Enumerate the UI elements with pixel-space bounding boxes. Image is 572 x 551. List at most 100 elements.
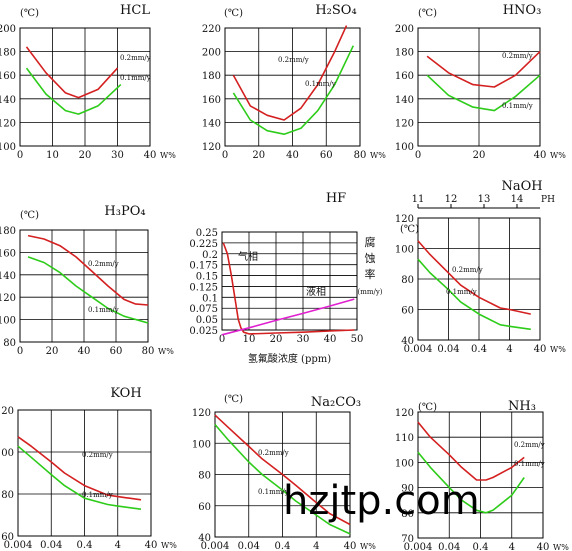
y-tick-label: 200 <box>202 48 221 59</box>
x-axis-unit: W% <box>161 541 177 550</box>
series-line <box>27 256 149 324</box>
x-tick-label: 20 <box>270 334 283 345</box>
y-tick-label: 160 <box>0 71 16 82</box>
series-label: 0.2mm/y <box>120 54 151 62</box>
x-tick-label: 40 <box>144 150 157 161</box>
y-tick-label: 80 <box>401 275 414 286</box>
y-tick-label: 70 <box>401 534 414 545</box>
y-axis-unit: 腐 <box>365 235 376 249</box>
x-tick-label: 0 <box>219 334 225 345</box>
panel-5: 0.004 0.04 0.4 4 40 40 60 80 100 120 W% (℃) NaOH 11 12… <box>395 179 566 355</box>
y-tick-label: 100 <box>0 142 16 153</box>
x-tick-label: 40 <box>534 344 547 355</box>
x-tick-label: 0.04 <box>437 344 459 355</box>
y-tick-label: 80 <box>3 338 16 349</box>
y-axis-unit: (℃) <box>20 8 39 19</box>
y-tick-label: 80 <box>1 490 14 501</box>
y-tick-label: 0.025 <box>189 326 218 337</box>
series-label: 液相 <box>306 285 326 298</box>
top-tick-label: 12 <box>445 194 458 205</box>
top-tick-label: 11 <box>412 194 425 205</box>
series-line <box>221 298 355 336</box>
series-label: 0.2mm/y <box>88 260 119 268</box>
x-tick-label: 0 <box>222 150 228 161</box>
panel-2: 0 20 40 100 120 140 160 180 200 W% (℃) HNO₃ 0.2mm/y 0… <box>395 3 566 161</box>
x-tick-label: 40 <box>78 346 91 357</box>
y-tick-label: 0.225 <box>189 239 218 250</box>
y-tick-label: 100 <box>395 245 414 256</box>
x-tick-label: 0.004 <box>201 541 230 551</box>
y-tick-label: 120 <box>395 118 414 129</box>
series-line <box>27 234 149 306</box>
series-label: 气相 <box>238 250 258 263</box>
x-axis-unit: 氢氟酸浓度 (ppm) <box>248 352 331 365</box>
x-tick-label: 10 <box>243 334 256 345</box>
y-axis-unit: (℃) <box>224 8 243 19</box>
series-line <box>222 242 355 335</box>
panel-4: 0 10 20 30 40 50 0.0250.050.0750.10.1250.150.1… <box>189 191 382 365</box>
y-tick-label: 100 <box>395 142 414 153</box>
series-line <box>17 445 142 510</box>
series-label: 0.2mm/y <box>258 449 289 457</box>
y-tick-label: 140 <box>395 95 414 106</box>
y-tick-label: 100 <box>192 439 211 450</box>
y-tick-label: 110 <box>395 433 414 444</box>
x-tick-label: 0.04 <box>40 540 62 551</box>
y-tick-label: 100 <box>395 458 414 469</box>
y-tick-label: 0.075 <box>189 304 218 315</box>
y-tick-label: 60 <box>1 532 14 543</box>
y-tick-label: 120 <box>0 406 14 417</box>
series-label: 0.1mm/y <box>446 288 477 296</box>
x-tick-label: 40 <box>534 150 547 161</box>
y-tick-label: 160 <box>202 95 221 106</box>
x-tick-label: 0.04 <box>238 541 260 551</box>
x-tick-label: 0 <box>415 150 421 161</box>
series-line <box>17 436 142 501</box>
x-tick-label: 40 <box>145 540 158 551</box>
x-tick-label: 40 <box>537 542 550 551</box>
x-tick-label: 0.004 <box>404 542 433 551</box>
x-tick-label: 30 <box>111 150 124 161</box>
series-label: 0.2mm/y <box>502 52 533 60</box>
x-tick-label: 4 <box>506 344 512 355</box>
y-tick-label: 140 <box>0 95 16 106</box>
panel-7: 0.004 0.04 0.4 4 40 40 60 80 100 120 W% (℃) Na₂CO₃ 0.… <box>192 394 376 551</box>
x-tick-label: 0.004 <box>4 540 33 551</box>
x-tick-label: 40 <box>344 541 357 551</box>
y-axis-unit: 蚀 <box>365 251 376 265</box>
panel-3: 0 20 40 60 80 80 100 120 140 160 180 W% (℃) H₃PO₄ 0.2m… <box>0 204 174 357</box>
y-axis-unit: (℃) <box>418 402 437 413</box>
chart-title: NH₃ <box>508 399 536 414</box>
y-axis-unit: (℃) <box>20 210 39 221</box>
series-label: 0.2mm/y <box>82 451 113 459</box>
series-label: 0.2mm/y <box>278 56 309 64</box>
y-tick-label: 220 <box>202 24 221 35</box>
y-tick-label: 90 <box>401 484 414 495</box>
x-axis-unit: W% <box>370 151 386 160</box>
x-tick-label: 80 <box>142 346 155 357</box>
y-tick-label: 60 <box>401 306 414 317</box>
series-label: 0.2mm/y <box>514 441 545 449</box>
x-tick-label: 4 <box>509 542 515 551</box>
y-tick-label: 0.15 <box>196 272 218 283</box>
chart-title: HF <box>326 191 346 206</box>
x-tick-label: 20 <box>46 346 59 357</box>
y-tick-label: 0.125 <box>189 282 218 293</box>
series-label: 0.1mm/y <box>82 491 113 499</box>
x-tick-label: 30 <box>297 334 310 345</box>
x-tick-label: 10 <box>46 150 59 161</box>
watermark-text: hzjtp.com <box>283 478 480 524</box>
x-tick-label: 4 <box>115 540 121 551</box>
y-tick-label: 0.1 <box>202 293 218 304</box>
series-line <box>214 414 351 526</box>
series-label: 0.1mm/y <box>514 460 545 468</box>
y-tick-label: 120 <box>192 408 211 419</box>
y-axis-unit: (℃) <box>224 394 243 405</box>
series-line <box>426 51 541 88</box>
panel-8: 0.004 0.04 0.4 4 40 70 80 90 100 110 120 W% (℃) NH₃ 0.… <box>395 399 569 551</box>
y-tick-label: 140 <box>0 271 16 282</box>
series-label: 0.1mm/y <box>502 102 533 110</box>
x-axis-unit: W% <box>160 151 176 160</box>
x-tick-label: 0.4 <box>471 344 487 355</box>
